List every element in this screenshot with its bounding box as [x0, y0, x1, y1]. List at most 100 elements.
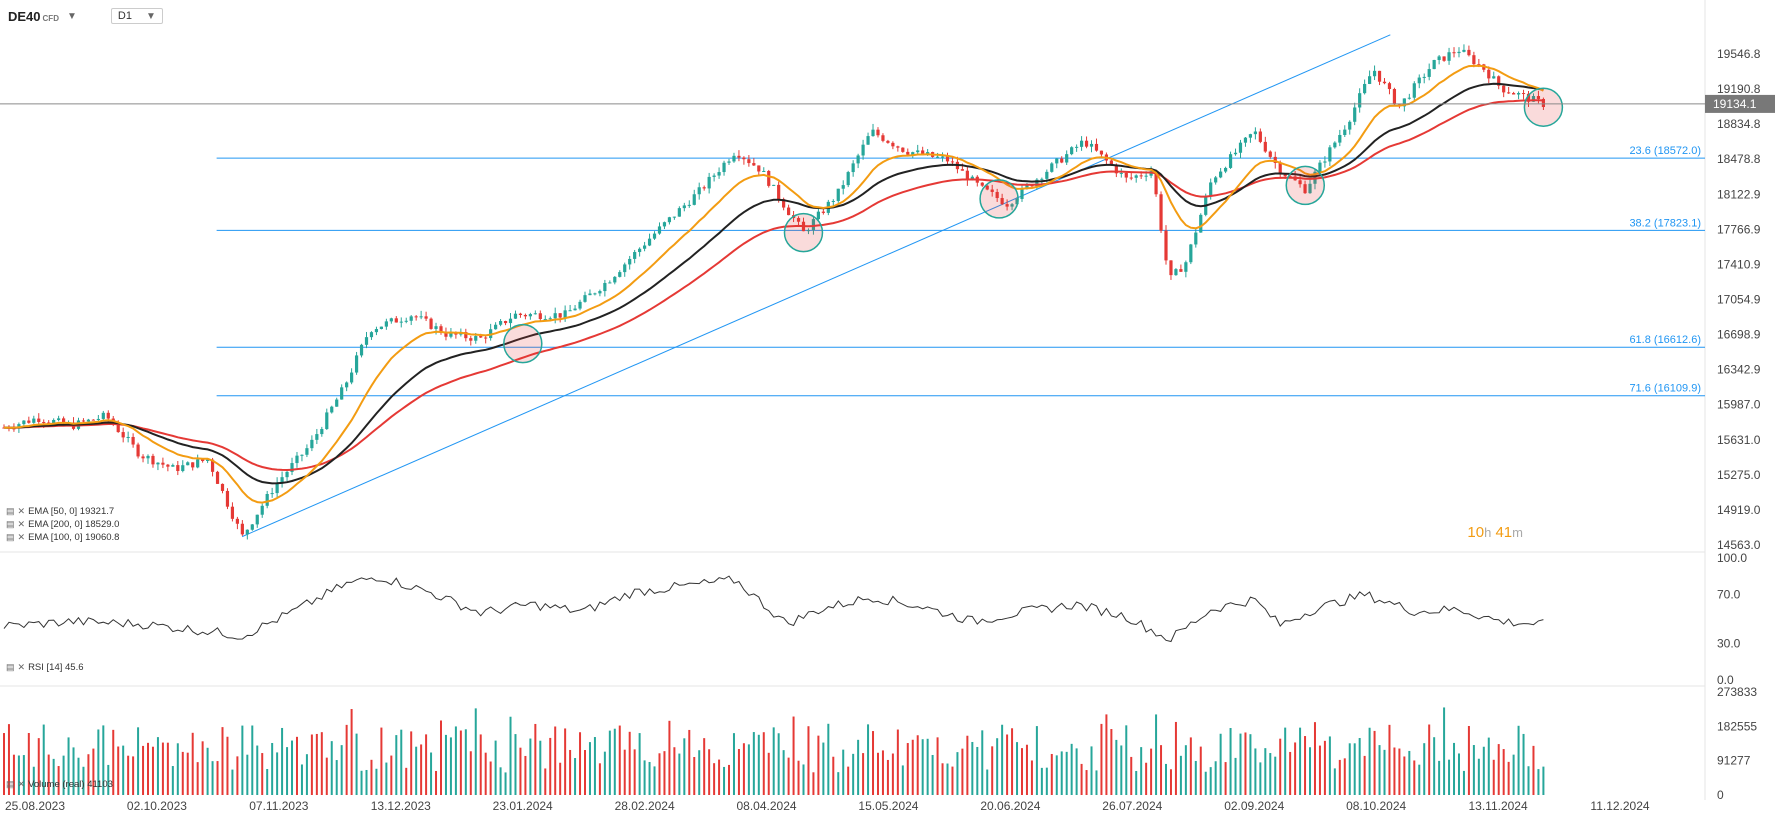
volume-bar [67, 737, 70, 795]
candle [881, 133, 885, 143]
candle [1422, 73, 1426, 84]
candle [1094, 138, 1099, 152]
candle [32, 415, 36, 424]
volume-bar [1130, 756, 1133, 795]
volume-bar [410, 731, 413, 795]
candle [603, 279, 607, 297]
settings-icon[interactable]: ▤ [6, 519, 15, 529]
volume-bar [1328, 736, 1331, 795]
candle [57, 415, 61, 422]
candle [141, 454, 145, 463]
volume-bar [991, 746, 994, 795]
candle [667, 216, 672, 225]
volume-bar [1482, 746, 1485, 795]
settings-icon[interactable]: ▤ [6, 506, 15, 516]
candle [1084, 136, 1089, 149]
symbol-dropdown-chevron-icon[interactable]: ▼ [66, 10, 77, 22]
volume-bar [1155, 714, 1158, 795]
candle [201, 459, 205, 463]
indicator-ema200[interactable]: ▤ ✕ EMA [200, 0] 18529.0 [6, 519, 120, 530]
volume-bar [752, 732, 755, 795]
volume-bar [72, 747, 75, 795]
candle [176, 460, 180, 476]
volume-bar [623, 749, 626, 795]
volume-bar [598, 763, 601, 795]
timeframe-select[interactable]: D1 ▼ [110, 8, 163, 24]
candle [146, 454, 150, 464]
close-icon[interactable]: ✕ [17, 662, 26, 672]
candle [558, 313, 562, 323]
candle [350, 368, 354, 385]
volume-tick-label: 91277 [1717, 754, 1751, 768]
volume-bar [832, 756, 835, 795]
indicator-rsi[interactable]: ▤ ✕ RSI [14] 45.6 [6, 662, 84, 673]
volume-bar [295, 736, 298, 795]
volume-bar [276, 752, 279, 795]
timeframe-value: D1 [117, 10, 132, 22]
volume-bar [797, 760, 800, 795]
volume-bar [444, 734, 447, 795]
volume-bar [504, 772, 507, 795]
candle [916, 144, 920, 155]
volume-bar [320, 732, 323, 795]
price-tick-label: 15987.0 [1717, 398, 1761, 412]
candle [444, 327, 448, 341]
volume-bar [425, 734, 428, 795]
symbol-label[interactable]: DE40 CFD [8, 8, 59, 24]
volume-bar [812, 772, 815, 795]
price-tick-label: 18122.9 [1717, 187, 1761, 201]
trendline-segment [241, 34, 1391, 538]
volume-bar [1348, 743, 1351, 795]
volume-bar [544, 768, 547, 795]
volume-bar [1016, 742, 1019, 795]
volume-bar [787, 757, 790, 795]
close-icon[interactable]: ✕ [17, 519, 26, 529]
close-icon[interactable]: ✕ [17, 532, 26, 542]
volume-bar [286, 747, 289, 795]
volume-bar [906, 743, 909, 795]
volume-bar [27, 733, 30, 795]
volume-bar [464, 729, 467, 795]
volume-bar [1100, 723, 1103, 795]
price-tick-label: 15631.0 [1717, 433, 1761, 447]
candle [1189, 243, 1193, 265]
indicator-ema100[interactable]: ▤ ✕ EMA [100, 0] 19060.8 [6, 532, 120, 543]
volume-bar [678, 753, 681, 795]
volume-bar [881, 750, 884, 795]
volume-bar [1065, 751, 1068, 795]
candle [1099, 150, 1104, 157]
indicator-ema50[interactable]: ▤ ✕ EMA [50, 0] 19321.7 [6, 506, 115, 517]
volume-bar [47, 754, 50, 795]
price-tick-label: 17410.9 [1717, 257, 1761, 271]
volume-bar [742, 743, 745, 795]
volume-bar [499, 767, 502, 795]
volume-bar [757, 734, 760, 795]
settings-icon[interactable]: ▤ [6, 532, 15, 542]
volume-bar [430, 752, 433, 795]
volume-bar [981, 730, 984, 795]
close-icon[interactable]: ✕ [17, 506, 26, 516]
settings-icon[interactable]: ▤ [6, 779, 15, 789]
volume-bar [1527, 766, 1530, 795]
candle [1129, 172, 1133, 181]
candle [121, 427, 125, 443]
volume-bar [703, 738, 706, 795]
close-icon[interactable]: ✕ [17, 779, 26, 789]
date-tick-label: 25.08.2023 [5, 799, 65, 813]
volume-bar [221, 727, 224, 795]
volume-bar [1006, 734, 1009, 795]
candle [642, 241, 647, 252]
candle [856, 153, 860, 169]
candle [320, 426, 324, 437]
volume-bar [1318, 745, 1321, 795]
volume-bar [271, 742, 274, 795]
volume-bar [1388, 724, 1391, 795]
candle [1377, 70, 1382, 86]
candle [1467, 45, 1471, 57]
indicator-volume[interactable]: ▤ ✕ Volume (real) 41103 [6, 779, 113, 790]
candle [598, 289, 602, 297]
settings-icon[interactable]: ▤ [6, 662, 15, 672]
candle [677, 206, 681, 217]
volume-bar [762, 732, 765, 795]
